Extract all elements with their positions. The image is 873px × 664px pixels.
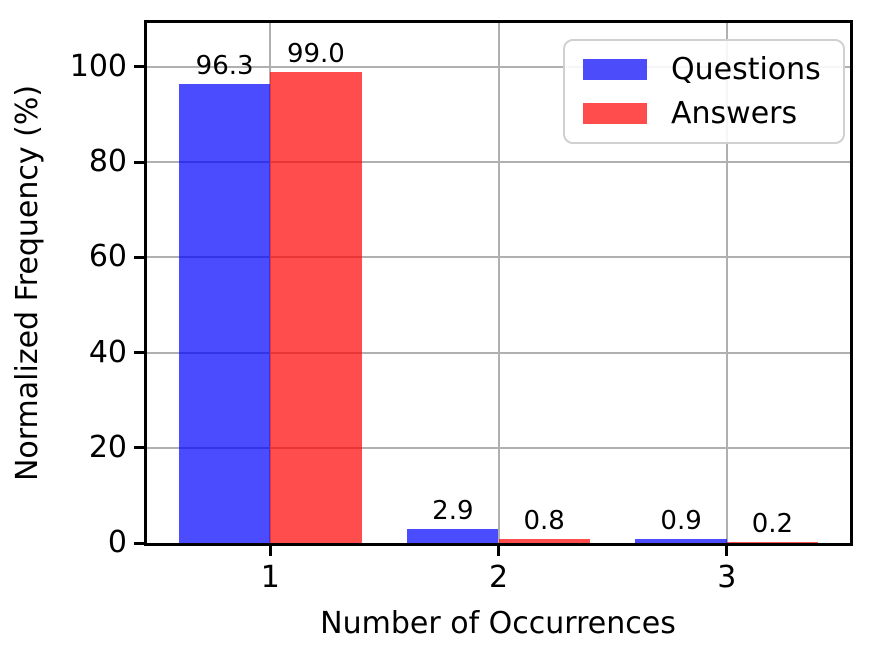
y-tick-label-60: 60 [88,239,127,275]
bar-value-label-questions-2: 2.9 [432,496,474,527]
bar-value-label-questions-1: 96.3 [195,51,254,82]
x-axis-label: Number of Occurrences [320,606,676,641]
x-tick-label-2: 2 [488,560,509,595]
y-tick-label-100: 100 [69,48,127,84]
x-tick-mark-3 [725,546,729,556]
gridline-x-2 [497,23,500,543]
x-tick-label-1: 1 [260,560,280,595]
y-tick-mark-40 [134,351,144,355]
bar-questions-3 [635,538,727,543]
bar-value-label-questions-3: 0.9 [660,505,702,536]
bar-value-label-answers-3: 0.2 [751,509,794,540]
y-tick-label-80: 80 [88,144,127,180]
gridline-x-3 [725,23,728,543]
legend: Questions Answers [563,39,845,144]
y-tick-mark-60 [134,255,144,259]
bar-answers-2 [498,539,590,543]
plot-inner: 96.3 2.9 0.9 99.0 0.8 0.2 [147,23,850,543]
y-tick-mark-0 [134,541,144,545]
y-tick-label-0: 0 [107,525,127,560]
legend-item-questions: Questions [583,53,821,86]
legend-item-answers: Answers [583,97,821,130]
y-tick-label-20: 20 [88,429,127,465]
y-tick-mark-20 [134,446,144,450]
x-tick-label-3: 3 [717,560,737,595]
legend-swatch-answers [583,103,647,124]
bar-questions-2 [407,529,499,543]
legend-label-questions: Questions [671,52,821,87]
bar-answers-3 [726,542,819,543]
y-tick-mark-80 [134,160,144,164]
x-tick-mark-1 [268,546,272,556]
legend-label-answers: Answers [671,96,798,131]
legend-swatch-questions [583,59,647,80]
bar-answers-1 [270,71,362,543]
bar-questions-1 [178,84,271,543]
y-tick-mark-100 [134,65,144,69]
bar-value-label-answers-1: 99.0 [286,38,345,69]
y-axis-label: Normalized Frequency (%) [10,84,45,482]
y-tick-label-40: 40 [88,334,127,370]
bar-value-label-answers-2: 0.8 [523,506,565,537]
x-tick-mark-2 [497,546,500,556]
